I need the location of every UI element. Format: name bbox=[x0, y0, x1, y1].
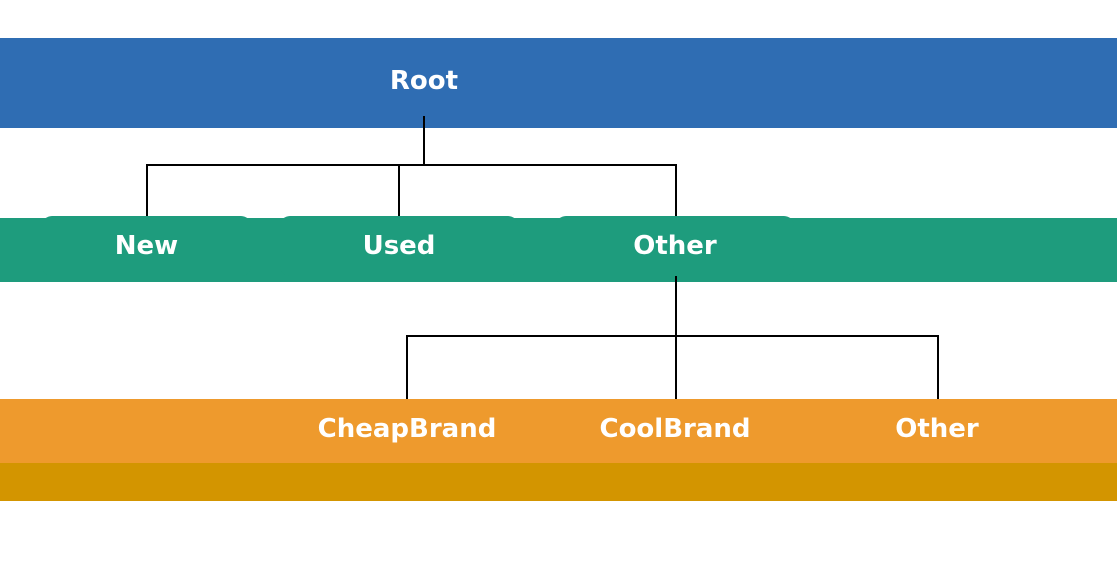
node-root: Root bbox=[325, 46, 523, 116]
edge-l1-to-new bbox=[146, 164, 148, 216]
edge-l2-to-cool bbox=[675, 335, 677, 399]
edge-l1-hline bbox=[146, 164, 677, 166]
edge-l1-to-used bbox=[398, 164, 400, 216]
node-label: New bbox=[115, 231, 178, 261]
node-label: Used bbox=[363, 231, 436, 261]
edge-l2-to-cheap bbox=[406, 335, 408, 399]
node-label: Root bbox=[390, 66, 458, 96]
node-label: CheapBrand bbox=[318, 414, 497, 444]
node-label: CoolBrand bbox=[599, 414, 750, 444]
bar-level0 bbox=[0, 38, 1117, 128]
tree-diagram: Root New Used Other CheapBrand CoolBrand Other bbox=[0, 0, 1117, 587]
edge-other-stub bbox=[675, 276, 677, 335]
node-other-l2: Other bbox=[830, 399, 1044, 459]
node-label: Other bbox=[633, 231, 717, 261]
edge-l1-to-other bbox=[675, 164, 677, 216]
edge-root-stub bbox=[423, 116, 425, 164]
node-coolbrand: CoolBrand bbox=[560, 399, 790, 459]
node-other-l1: Other bbox=[556, 216, 794, 276]
node-cheapbrand: CheapBrand bbox=[275, 399, 539, 459]
edge-l2-to-other2 bbox=[937, 335, 939, 399]
node-used: Used bbox=[280, 216, 518, 276]
edge-l2-hline bbox=[406, 335, 937, 337]
node-new: New bbox=[42, 216, 251, 276]
bar-under bbox=[0, 463, 1117, 501]
node-label: Other bbox=[895, 414, 979, 444]
